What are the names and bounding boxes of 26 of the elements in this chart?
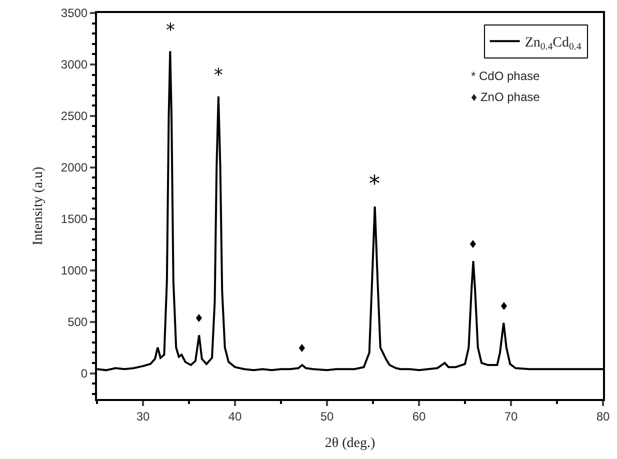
x-axis-title: 2θ (deg.)	[324, 436, 376, 452]
annotation: ♦	[194, 312, 204, 325]
y-tick-label: 1500	[60, 212, 88, 226]
annotation: * CdO phase	[471, 69, 540, 83]
y-tick-label: 0	[80, 366, 88, 380]
annotation: *	[214, 65, 223, 86]
x-tick-label: 30	[136, 409, 150, 424]
y-tick-label: 2500	[60, 109, 88, 124]
legend-label: Zn$_{0.4}$Cd$_{0.4}$	[524, 36, 582, 53]
y-tick-label: 2000	[60, 160, 88, 175]
x-tick-label: 40	[228, 409, 242, 424]
y-axis-title: Intensity (a.u)	[30, 166, 46, 246]
annotation: ♦ ZnO phase	[471, 90, 540, 104]
y-tick-label: 1000	[60, 264, 88, 278]
y-tick-label: 500	[68, 315, 88, 329]
x-tick-label: 60	[412, 409, 426, 424]
y-tick-label: 3500	[60, 6, 88, 20]
x-tick-label: 50	[320, 409, 334, 424]
annotation: ♦	[499, 300, 509, 313]
annotation: ♦	[468, 238, 478, 251]
y-tick-label: 3000	[60, 58, 88, 72]
x-tick-label: 70	[504, 409, 518, 424]
annotation: *	[369, 172, 380, 197]
annotation: *	[166, 20, 175, 41]
x-tick-label: 80	[596, 409, 610, 424]
annotation: ♦	[297, 342, 307, 355]
